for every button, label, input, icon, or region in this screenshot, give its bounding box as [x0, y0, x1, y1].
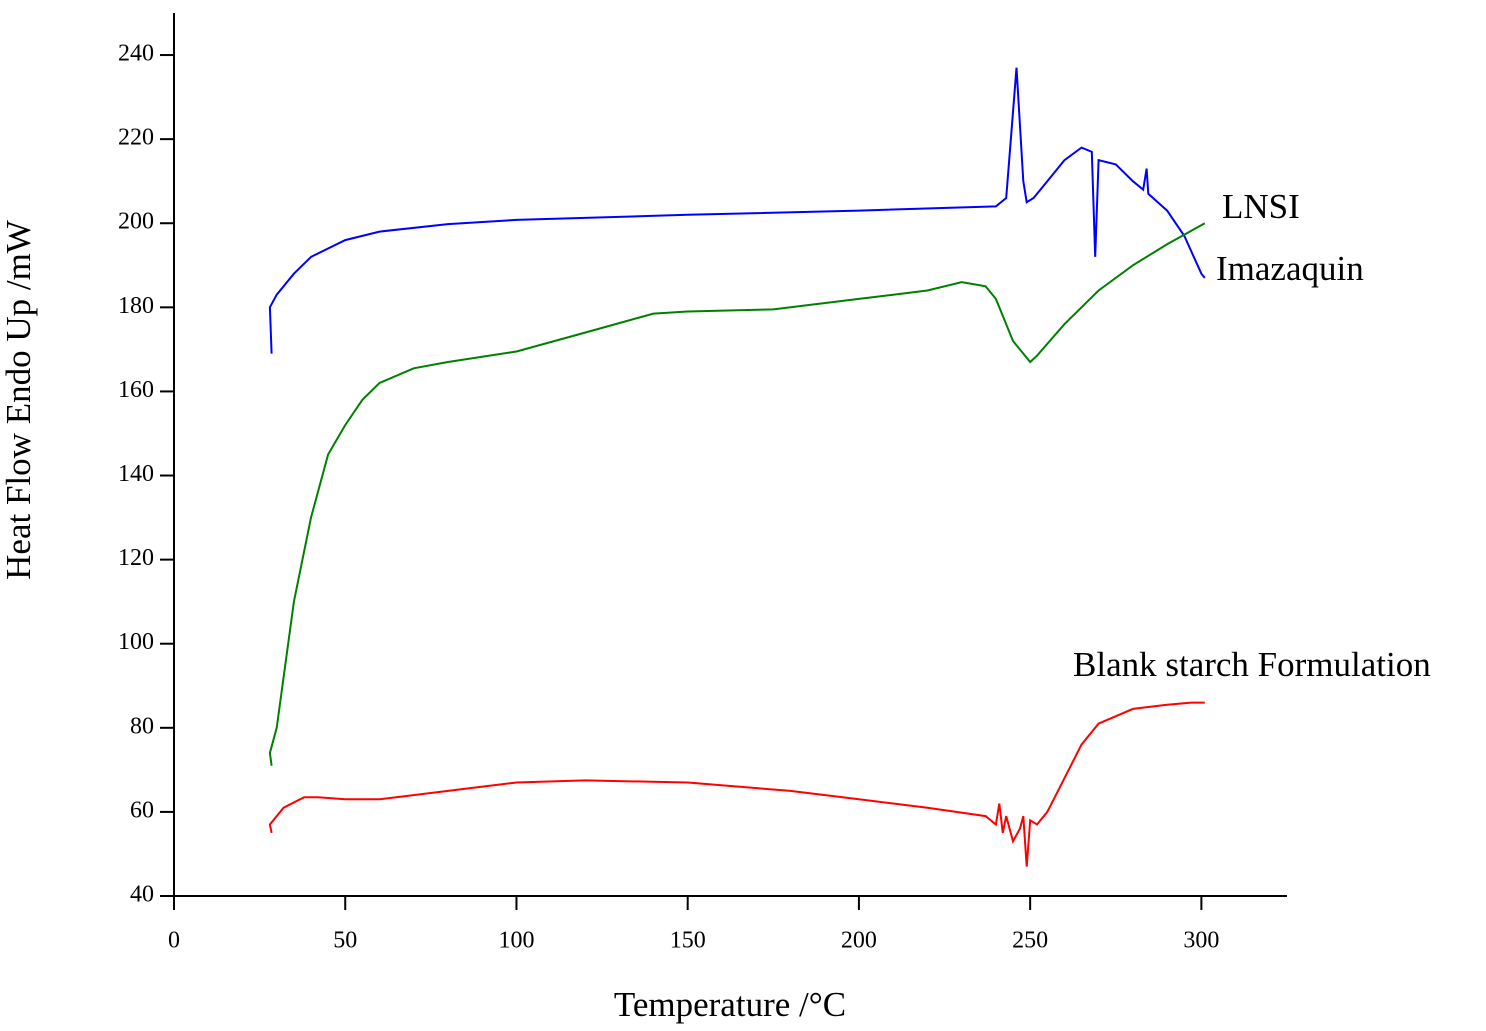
y-tick-label: 220 [118, 125, 154, 151]
y-tick-label: 180 [118, 293, 154, 319]
y-tick-label: 100 [118, 629, 154, 655]
y-tick-label: 160 [118, 377, 154, 403]
series-line [268, 67, 1206, 354]
y-tick-label: 240 [118, 41, 154, 67]
y-tick-label: 120 [118, 545, 154, 571]
x-tick-label: 50 [333, 928, 357, 954]
x-tick-label: 300 [1183, 928, 1219, 954]
y-tick-label: 140 [118, 461, 154, 487]
x-tick-label: 100 [498, 928, 534, 954]
y-tick-label: 200 [118, 209, 154, 235]
x-tick-label: 0 [168, 928, 180, 954]
series-line [268, 701, 1205, 867]
x-tick-label: 200 [841, 928, 877, 954]
series-label: Imazaquin [1216, 249, 1364, 288]
y-tick-label: 80 [130, 713, 154, 739]
x-axis-label: Temperature /°C [614, 985, 846, 1024]
y-tick-label: 60 [130, 797, 154, 823]
x-tick-label: 250 [1012, 928, 1048, 954]
y-axis-label: Heat Flow Endo Up /mW [0, 220, 38, 580]
series-label: LNSI [1222, 187, 1300, 226]
series-label: Blank starch Formulation [1073, 645, 1431, 684]
series-line [268, 222, 1206, 766]
x-tick-label: 150 [670, 928, 706, 954]
y-tick-label: 40 [130, 882, 154, 908]
